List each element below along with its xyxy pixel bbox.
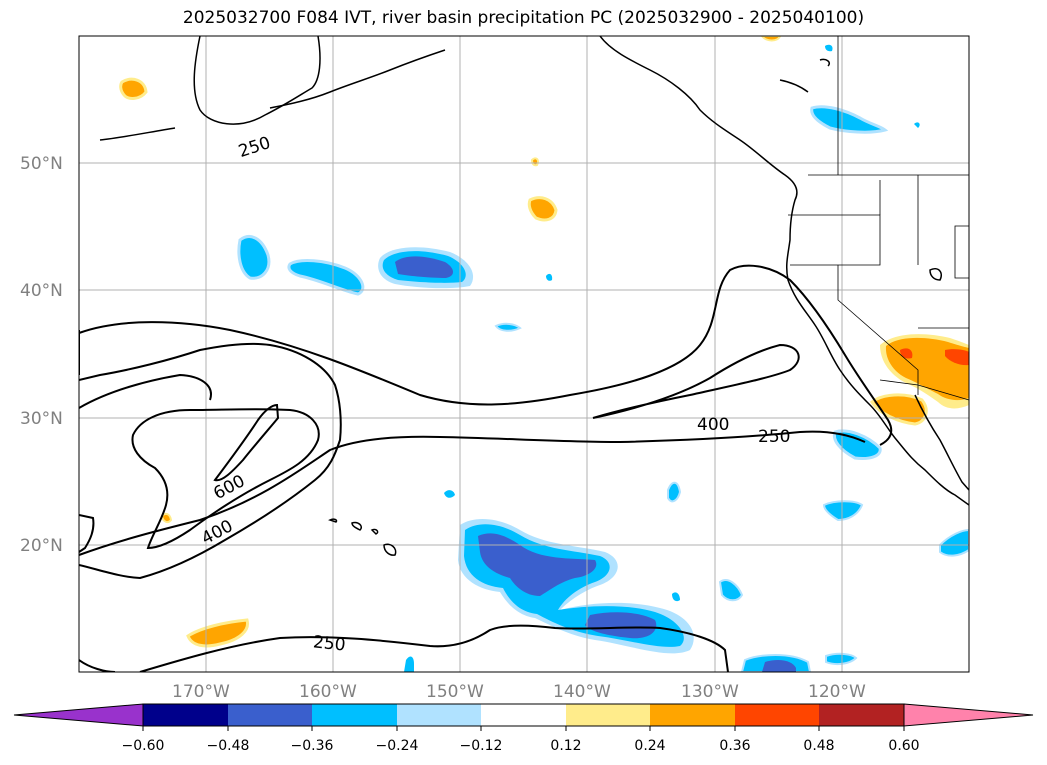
contour-label: 600 (210, 471, 248, 504)
colorbar-tick-label: −0.24 (376, 738, 419, 754)
lon-label: 170°W (172, 682, 230, 702)
colorbar-bin (735, 704, 819, 726)
contour-label: 400 (697, 415, 729, 435)
colorbar-ticks (142, 726, 905, 731)
lat-label: 50°N (20, 154, 63, 174)
colorbar-bin (228, 704, 312, 726)
colorbar: −0.60 −0.48 −0.36 −0.24 −0.12 0.12 0.24 … (13, 703, 1034, 754)
political-borders (788, 36, 970, 401)
lon-axis: 170°W 160°W 150°W 140°W 130°W 120°W (172, 682, 866, 702)
ivt-contours (79, 264, 893, 672)
colorbar-tick-label: 0.12 (550, 738, 581, 754)
lon-label: 140°W (553, 682, 611, 702)
contour-label: 250 (312, 632, 346, 655)
colorbar-tick-label: −0.36 (291, 738, 334, 754)
colorbar-tick-label: −0.48 (207, 738, 250, 754)
lon-label: 120°W (808, 682, 866, 702)
colorbar-tick-labels: −0.60 −0.48 −0.36 −0.24 −0.12 0.12 0.24 … (122, 738, 920, 754)
lat-label: 30°N (20, 409, 63, 429)
colorbar-bin (481, 704, 566, 726)
colorbar-tick-label: 0.48 (803, 738, 834, 754)
contour-label: 250 (758, 427, 790, 447)
colorbar-bin (819, 704, 904, 726)
colorbar-bin (650, 704, 735, 726)
colorbar-tick-label: 0.24 (634, 738, 665, 754)
colorbar-tick-label: 0.60 (888, 738, 919, 754)
colorbar-bin (312, 704, 397, 726)
colorbar-frame (142, 703, 905, 727)
colorbar-low-extend (13, 703, 144, 727)
lat-label: 20°N (20, 536, 63, 556)
colorbar-tick-label: −0.60 (122, 738, 165, 754)
lon-label: 160°W (299, 682, 357, 702)
colorbar-bin (397, 704, 481, 726)
colorbar-high-extend (903, 703, 1034, 727)
coastlines (99, 36, 969, 556)
lon-label: 150°W (426, 682, 484, 702)
lon-label: 130°W (681, 682, 739, 702)
map-frame (78, 35, 970, 673)
lat-label: 40°N (20, 281, 63, 301)
colorbar-tick-label: −0.12 (460, 738, 503, 754)
map-title: 2025032700 F084 IVT, river basin precipi… (182, 8, 865, 28)
colorbar-bin (143, 704, 228, 726)
precipitation-fill (119, 36, 969, 672)
lat-axis: 50°N 40°N 30°N 20°N (20, 154, 63, 556)
gridlines (79, 36, 969, 672)
colorbar-bin (566, 704, 650, 726)
contour-label: 250 (236, 133, 273, 162)
colorbar-tick-label: 0.36 (719, 738, 750, 754)
